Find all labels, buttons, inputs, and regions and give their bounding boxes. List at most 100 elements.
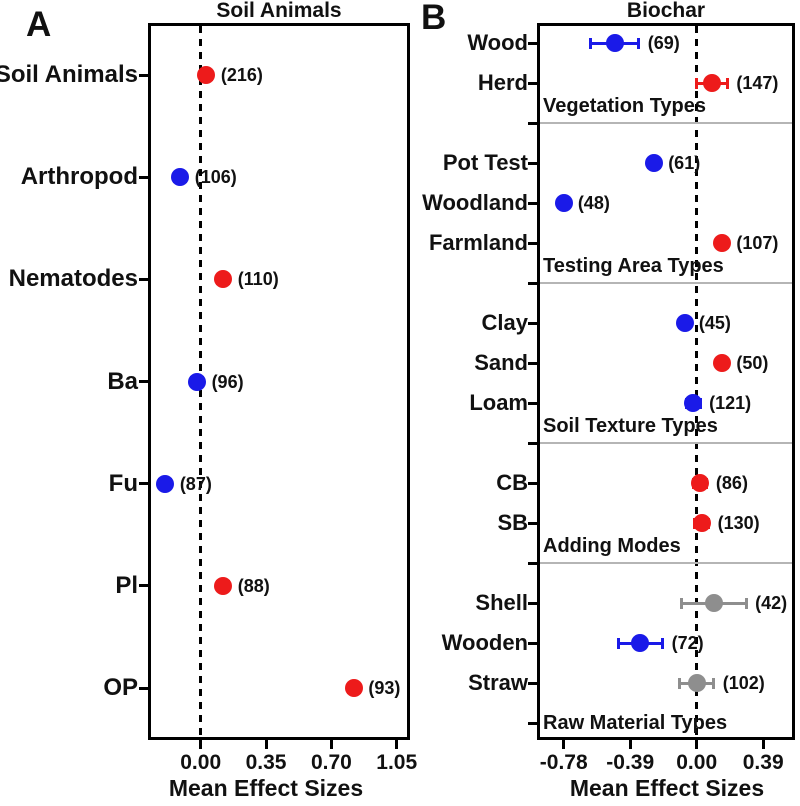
data-point-marker [687,674,706,692]
category-label: SB [497,510,528,535]
y-tick [139,277,148,281]
y-tick [528,201,537,205]
data-point-marker [645,154,664,172]
category-label: Farmland [428,230,528,255]
error-bar-cap [744,597,748,609]
category-label: Shell [475,590,528,615]
x-tick [264,740,268,749]
y-tick [139,584,148,588]
category-label: Arthropod [20,163,138,191]
data-point-marker [554,194,573,212]
y-tick [528,641,537,645]
data-point-marker [171,168,190,187]
y-tick [528,321,537,325]
y-tick [528,281,537,285]
y-tick [528,241,537,245]
y-tick [528,441,537,445]
group-label: Testing Area Types [543,255,724,277]
data-point-marker [691,474,710,492]
y-tick [528,521,537,525]
count-label: (130) [717,513,760,533]
panel-a-plot-area [148,23,410,740]
data-point-marker [197,66,216,84]
count-label: (121) [709,393,752,413]
error-bar-cap [725,77,729,89]
y-tick [528,121,537,125]
category-label: Ba [107,367,138,395]
data-point-marker [187,372,206,391]
count-label: (110) [237,269,279,290]
data-point-marker [684,394,703,412]
count-label: (87) [179,473,212,494]
zero-dashed-line [695,26,699,737]
group-divider [540,562,792,564]
group-divider [540,122,792,124]
y-tick [528,561,537,565]
x-tick [329,740,333,749]
category-label: CB [496,470,528,495]
data-point-marker [713,234,732,252]
y-tick [139,482,148,486]
category-label: Sand [474,350,528,375]
x-tick [695,740,699,749]
y-tick [528,681,537,685]
count-label: (42) [755,593,788,613]
x-tick-label: 0.39 [742,751,784,774]
y-tick [528,481,537,485]
x-tick [395,740,399,749]
category-label: Herd [477,70,528,95]
count-label: (45) [698,313,731,333]
data-point-marker [631,634,650,652]
count-label: (88) [237,575,270,596]
category-label: Fu [108,469,138,497]
y-tick [139,175,148,179]
y-tick [139,380,148,383]
error-bar-cap [637,37,641,49]
count-label: (216) [220,65,263,85]
x-tick-label: 1.05 [376,751,418,774]
category-label: Soil Animals [0,61,138,88]
count-label: (147) [736,73,779,93]
y-tick [139,686,148,690]
panel-a-title: Soil Animals [216,0,342,22]
data-point-marker [675,314,694,332]
group-label: Adding Modes [543,535,681,557]
data-point-marker [713,354,732,372]
category-label: Pot Test [442,150,528,175]
group-divider [540,442,792,444]
panel-a-x-axis-label: Mean Effect Sizes [168,775,364,801]
x-tick-label: 0.70 [310,751,352,774]
panel-a-letter: A [26,5,52,44]
count-label: (72) [671,633,704,653]
y-tick [528,161,537,165]
category-label: Nematodes [8,265,138,293]
group-divider [540,282,792,284]
category-label: Wood [467,30,528,55]
data-point-marker [214,270,233,289]
data-point-marker [214,576,233,595]
y-tick [528,41,537,45]
x-tick [199,740,203,749]
category-label: Wooden [441,630,528,655]
count-label: (48) [577,193,610,213]
data-point-marker [344,679,363,698]
data-point-marker [605,34,624,52]
error-bar-cap [679,597,683,609]
category-label: Loam [469,390,528,415]
y-tick [528,721,537,725]
category-label: OP [103,674,138,702]
category-label: Clay [481,310,528,335]
count-label: (102) [722,673,765,693]
data-point-marker [692,514,711,532]
count-label: (50) [736,353,769,373]
x-tick [562,740,566,749]
x-tick-label: 0.00 [676,751,718,774]
panel-b-title: Biochar [626,0,706,22]
x-tick [628,740,632,749]
x-tick-label: -0.39 [606,751,655,774]
group-label: Vegetation Types [543,95,707,117]
y-tick [528,601,537,605]
y-tick [528,361,537,365]
x-tick [761,740,765,749]
category-label: Woodland [422,190,528,215]
